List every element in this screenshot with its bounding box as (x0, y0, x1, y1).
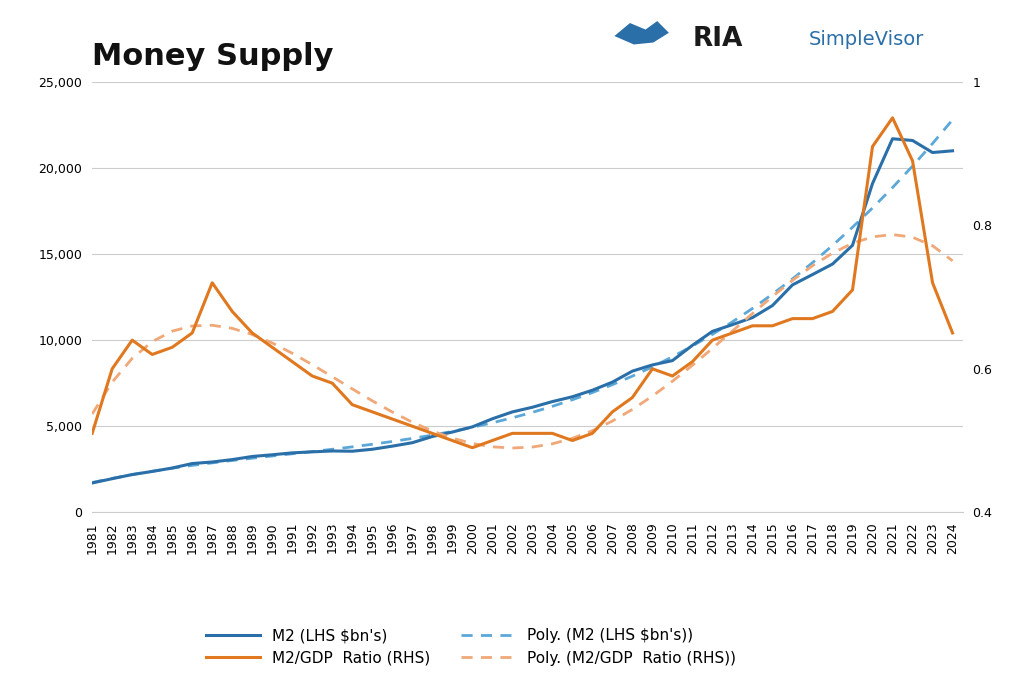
Legend: M2 (LHS $bn's), M2/GDP  Ratio (RHS), Poly. (M2 (LHS $bn's)), Poly. (M2/GDP  Rati: M2 (LHS $bn's), M2/GDP Ratio (RHS), Poly… (201, 622, 741, 672)
Text: Money Supply: Money Supply (92, 42, 334, 71)
Text: RIA: RIA (692, 26, 742, 53)
Text: SimpleVisor: SimpleVisor (809, 30, 925, 48)
Polygon shape (614, 21, 669, 44)
